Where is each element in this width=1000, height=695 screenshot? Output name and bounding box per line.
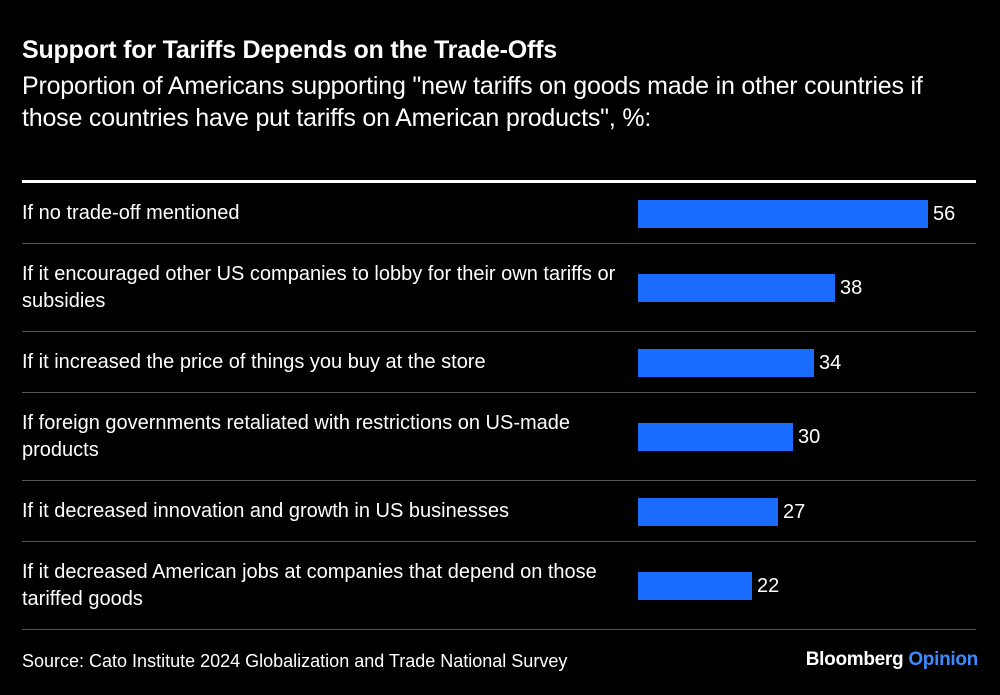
bar [638, 497, 778, 526]
bar [638, 348, 814, 377]
category-label: If it encouraged other US companies to l… [22, 263, 616, 312]
source-note: Source: Cato Institute 2024 Globalizatio… [22, 651, 568, 671]
chart-row: If it increased the price of things you … [22, 332, 976, 393]
chart-title: Support for Tariffs Depends on the Trade… [22, 36, 558, 64]
bar [638, 572, 752, 600]
bar [638, 274, 835, 302]
row-divider [22, 392, 976, 393]
bar [638, 199, 928, 228]
logo-suffix: Opinion [908, 649, 978, 670]
category-label: If it decreased American jobs at compani… [22, 561, 597, 610]
chart-row: If foreign governments retaliated with r… [22, 393, 976, 481]
bloomberg-opinion-logo: Bloomberg Opinion [805, 649, 979, 671]
chart-row: If it encouraged other US companies to l… [22, 244, 976, 332]
row-divider [22, 331, 976, 332]
bar-value-label: 27 [783, 500, 806, 523]
category-label: If foreign governments retaliated with r… [22, 412, 571, 461]
chart-subtitle: Proportion of Americans supporting "new … [22, 72, 923, 132]
category-label: If no trade-off mentioned [22, 202, 240, 224]
bar-value-label: 30 [798, 426, 821, 448]
logo-brand: Bloomberg [805, 649, 904, 670]
top-rule [22, 180, 976, 183]
row-divider [22, 480, 976, 481]
chart-row: If no trade-off mentioned 56 [22, 183, 976, 244]
bar-value-label: 22 [757, 575, 780, 597]
bar [638, 423, 793, 451]
row-divider [22, 541, 976, 542]
row-divider [22, 629, 976, 630]
chart-row: If it decreased innovation and growth in… [22, 481, 976, 542]
row-divider [22, 243, 976, 244]
category-label: If it decreased innovation and growth in… [22, 500, 509, 522]
chart-row: If it decreased American jobs at compani… [22, 542, 976, 630]
bar-value-label: 34 [819, 351, 842, 374]
bar-value-label: 56 [933, 202, 956, 225]
category-label: If it increased the price of things you … [22, 351, 486, 373]
bar-value-label: 38 [840, 277, 863, 299]
